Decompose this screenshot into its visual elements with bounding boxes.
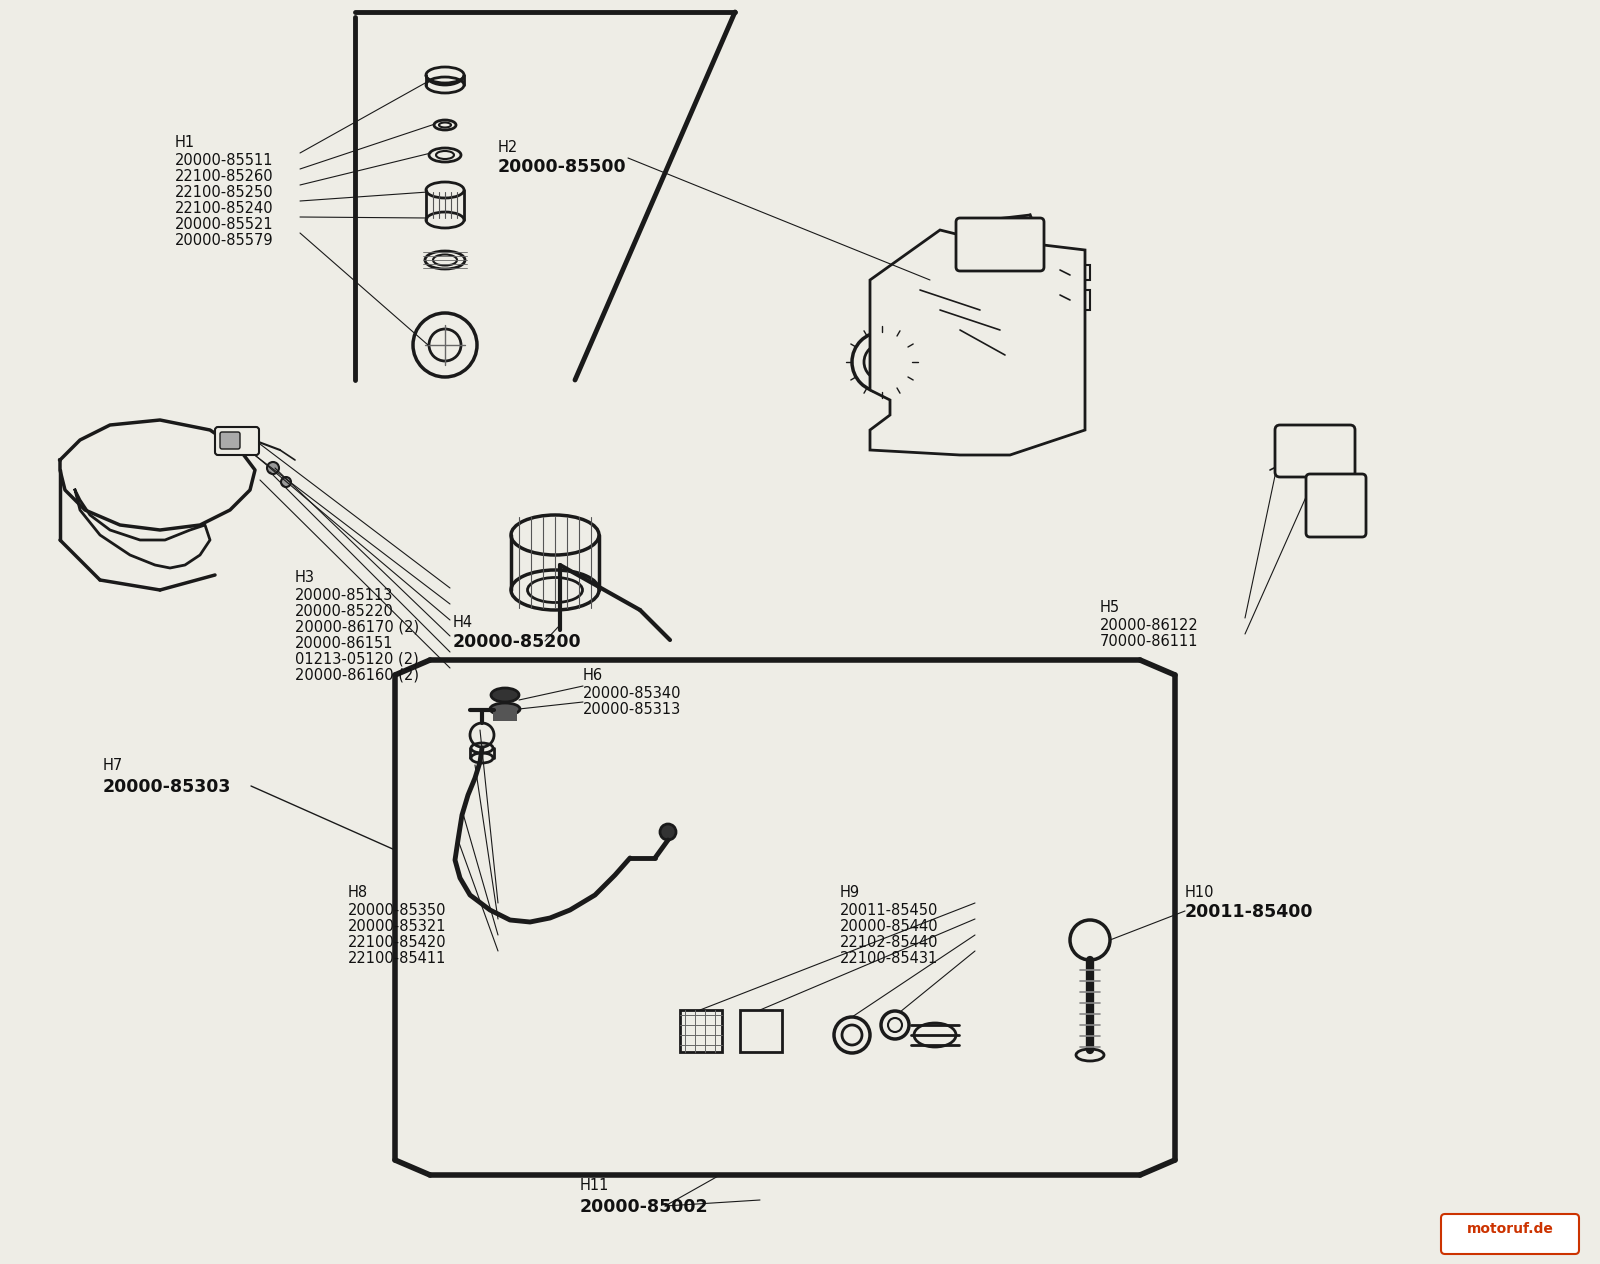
Bar — [1320, 488, 1350, 523]
Ellipse shape — [490, 703, 520, 715]
Text: motoruf.de: motoruf.de — [1467, 1222, 1554, 1236]
Text: 20000-85340: 20000-85340 — [582, 686, 682, 702]
Text: 20000-85113: 20000-85113 — [294, 588, 394, 603]
Text: 20000-85579: 20000-85579 — [174, 233, 274, 248]
Text: H10: H10 — [1186, 885, 1214, 900]
Text: 20000-85521: 20000-85521 — [174, 217, 274, 233]
Text: 20000-85500: 20000-85500 — [498, 158, 627, 176]
Polygon shape — [870, 230, 1085, 455]
Bar — [493, 709, 517, 720]
Circle shape — [470, 723, 494, 747]
Text: 22100-85240: 22100-85240 — [174, 201, 274, 216]
Bar — [1070, 265, 1090, 281]
Text: 20000-86170 (2): 20000-86170 (2) — [294, 621, 419, 635]
Text: 20011-85450: 20011-85450 — [840, 902, 938, 918]
Text: 22102-85440: 22102-85440 — [840, 935, 939, 951]
Bar — [739, 1010, 782, 1052]
Text: 20000-85313: 20000-85313 — [582, 702, 682, 717]
FancyBboxPatch shape — [1442, 1213, 1579, 1254]
Text: 20000-85350: 20000-85350 — [349, 902, 446, 918]
Text: 20000-85303: 20000-85303 — [102, 779, 232, 796]
Text: 22100-85420: 22100-85420 — [349, 935, 446, 951]
Circle shape — [661, 824, 675, 841]
Text: 20000-85321: 20000-85321 — [349, 919, 446, 934]
Text: 20000-86122: 20000-86122 — [1101, 618, 1198, 633]
Text: H9: H9 — [840, 885, 861, 900]
Text: 20000-86160 (2): 20000-86160 (2) — [294, 667, 419, 683]
Text: 22100-85411: 22100-85411 — [349, 951, 446, 966]
Circle shape — [282, 477, 291, 487]
Text: H2: H2 — [498, 140, 518, 155]
FancyBboxPatch shape — [1275, 425, 1355, 477]
Bar — [1070, 289, 1090, 310]
Text: H4: H4 — [453, 616, 474, 629]
Text: H11: H11 — [579, 1178, 610, 1193]
Text: 20011-85400: 20011-85400 — [1186, 902, 1314, 921]
Bar — [680, 1010, 722, 1052]
Text: 20000-85002: 20000-85002 — [579, 1198, 709, 1216]
Text: 22100-85431: 22100-85431 — [840, 951, 938, 966]
Text: H5: H5 — [1101, 600, 1120, 616]
Text: 22100-85250: 22100-85250 — [174, 185, 274, 200]
Text: H6: H6 — [582, 667, 603, 683]
Text: H3: H3 — [294, 570, 315, 585]
FancyBboxPatch shape — [221, 432, 240, 449]
Circle shape — [267, 463, 278, 474]
FancyBboxPatch shape — [214, 427, 259, 455]
Text: H8: H8 — [349, 885, 368, 900]
Bar — [1315, 435, 1341, 450]
Text: 20000-86151: 20000-86151 — [294, 636, 394, 651]
Text: 22100-85260: 22100-85260 — [174, 169, 274, 185]
Text: 70000-86111: 70000-86111 — [1101, 635, 1198, 648]
Text: H7: H7 — [102, 758, 123, 774]
Text: 20000-85220: 20000-85220 — [294, 604, 394, 619]
Text: H1: H1 — [174, 135, 195, 150]
Ellipse shape — [491, 688, 518, 702]
Text: 20000-85200: 20000-85200 — [453, 633, 582, 651]
Text: 20000-85511: 20000-85511 — [174, 153, 274, 168]
Text: 20000-85440: 20000-85440 — [840, 919, 939, 934]
FancyBboxPatch shape — [1306, 474, 1366, 537]
Text: 01213-05120 (2): 01213-05120 (2) — [294, 652, 419, 667]
FancyBboxPatch shape — [957, 217, 1043, 270]
Bar — [1285, 435, 1310, 450]
